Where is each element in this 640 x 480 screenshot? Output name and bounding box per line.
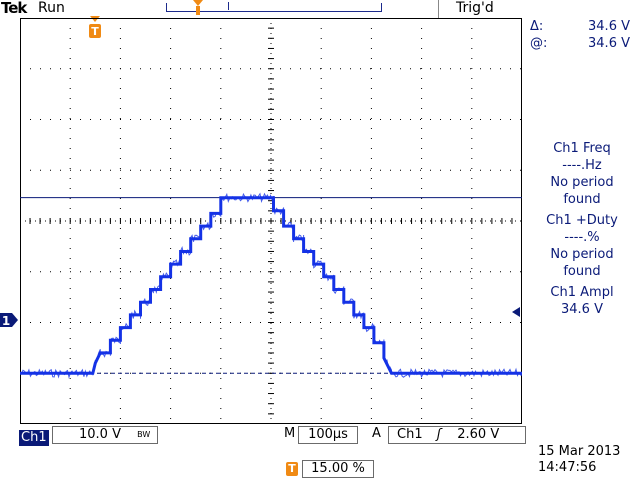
timebase-mode: M <box>284 426 296 441</box>
duty-value: ----.% <box>564 230 600 245</box>
trigger-position-readout[interactable]: T 15.00 % <box>286 460 374 478</box>
duty-title: Ch1 +Duty <box>546 213 618 228</box>
freq-value: ----.Hz <box>562 158 602 173</box>
record-trigger-icon <box>192 0 204 20</box>
freq-status-line2: found <box>563 192 601 207</box>
divider <box>438 0 439 18</box>
measurement-panel: Ch1 Freq ----.Hz No period found Ch1 +Du… <box>524 140 640 318</box>
record-view-indicator <box>166 3 382 12</box>
ch1-marker-label: 1 <box>2 314 10 328</box>
trigger-box[interactable]: Ch1 ʃ 2.60 V <box>388 426 526 444</box>
bandwidth-limit-icon: BW <box>137 430 151 439</box>
ch1-trace <box>20 196 522 375</box>
measurement-ampl: Ch1 Ampl 34.6 V <box>524 284 640 318</box>
waveform-display[interactable] <box>20 18 522 424</box>
trigger-state: Trig'd <box>456 0 494 16</box>
trigger-position-icon: T <box>286 462 298 476</box>
ch1-volts-per-div: 10.0 V <box>79 427 121 442</box>
delta-label: Δ: <box>530 19 544 34</box>
timebase-box[interactable]: 100µs <box>298 426 358 444</box>
trigger-position-value: 15.00 % <box>302 460 374 478</box>
freq-title: Ch1 Freq <box>553 141 611 156</box>
duty-status-line2: found <box>563 264 601 279</box>
time-per-div: 100µs <box>308 427 348 442</box>
acquisition-status: Run <box>38 0 65 16</box>
ampl-title: Ch1 Ampl <box>550 285 614 300</box>
at-value: 34.6 V <box>588 36 630 51</box>
trigger-source: Ch1 <box>397 427 423 442</box>
ch1-label: Ch1 <box>19 430 49 446</box>
time-text: 14:47:56 <box>538 460 597 475</box>
cursor-readout: Δ: 34.6 V @: 34.6 V <box>530 18 630 52</box>
measurement-freq: Ch1 Freq ----.Hz No period found <box>524 140 640 208</box>
brand-logo: Tek <box>1 0 27 17</box>
ch1-ground-marker[interactable]: 1 <box>0 311 20 333</box>
datetime: 15 Mar 2013 14:47:56 <box>538 444 620 476</box>
record-center-tick <box>228 2 229 10</box>
trigger-level-marker[interactable] <box>511 303 521 322</box>
duty-status-line1: No period <box>550 247 614 262</box>
measurement-duty: Ch1 +Duty ----.% No period found <box>524 212 640 280</box>
ch1-scale-box[interactable]: 10.0 V BW <box>52 426 158 444</box>
trigger-level: 2.60 V <box>457 427 500 442</box>
status-bar: Tek Run Trig'd <box>0 0 640 18</box>
rising-edge-icon: ʃ <box>436 427 442 442</box>
ch1-trace-noise <box>20 192 522 379</box>
at-label: @: <box>530 36 548 51</box>
ampl-value: 34.6 V <box>561 302 603 317</box>
trigger-marker-letter: T <box>91 25 99 38</box>
trigger-mode: A <box>372 426 381 441</box>
graticule <box>20 18 522 424</box>
delta-value: 34.6 V <box>588 19 630 34</box>
ch1-badge[interactable]: Ch1 <box>19 426 49 446</box>
freq-status-line1: No period <box>550 175 614 190</box>
date-text: 15 Mar 2013 <box>538 444 621 459</box>
